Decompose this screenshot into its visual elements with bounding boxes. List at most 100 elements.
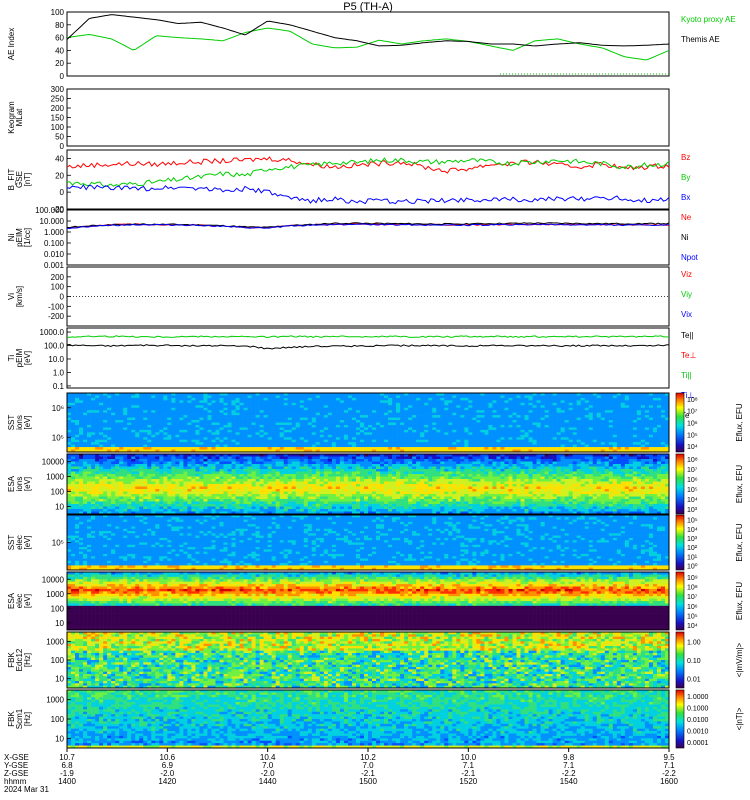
panel-7-colorbar-label: Eflux, EFU [735, 403, 744, 441]
panel-1-series-1 [66, 14, 670, 47]
panel-10: ESA elec [eV] 10 100 1000 10000 10⁴ 10⁵ 10⁶ 10⁷ 10⁸… [7, 571, 744, 631]
panel-11-colorbar [675, 631, 685, 689]
panel-7-colorbar-tick: 10⁴ [687, 444, 698, 451]
panel-7-colorbar-tick: 10⁶ [687, 421, 698, 428]
panel-12-colorbar-label: <|nT|> [735, 707, 744, 730]
panel-6-ylabel: [eV] [23, 351, 32, 365]
panel-9-colorbar-tick: 10⁰ [687, 562, 698, 570]
panel-7-ytick: 10⁵ [52, 433, 64, 442]
panel-6: Ti pEIM [eV] 0.1 1.0 10.0 100.0 1000.0 Te|| Te⊥ Ti… [7, 327, 696, 420]
footer-value: -2.2 [562, 769, 576, 778]
panel-8-colorbar-tick: 10⁷ [687, 467, 698, 474]
footer-value: -2.1 [461, 769, 475, 778]
panel-4-legend-1: Ni [681, 233, 689, 242]
footer-value: 7.1 [563, 761, 575, 770]
panel-1-legend-1: Themis AE [681, 35, 720, 44]
panel-1-ylabel: AE Index [7, 28, 16, 60]
panel-12-colorbar-tick: 0.0001 [687, 740, 709, 747]
footer-ephemeris: X-GSE 10.7 10.6 10.4 10.2 10.0 9.8 9.5 Y-GSE 6.8 6… [4, 748, 678, 794]
panel-6-legend-4: Te [681, 411, 690, 420]
panel-8-colorbar [675, 453, 685, 515]
panel-3-ylabel: B_FIT [7, 168, 16, 190]
panel-10-colorbar-label: Eflux, EFU [735, 582, 744, 620]
panel-8-ytick: 10 [55, 503, 64, 512]
panel-9-colorbar [675, 514, 685, 571]
panel-3-legend-2: Bx [681, 193, 690, 202]
panel-4-ylabel: [1/cc] [23, 228, 32, 247]
panel-5-ytick: 200 [51, 273, 65, 282]
panel-8-ytick: 1000 [46, 473, 64, 482]
panel-10-colorbar-tick: 10⁵ [687, 614, 698, 621]
panel-8-colorbar-label: Eflux, EFU [735, 465, 744, 503]
panel-12-colorbar-tick: 0.0100 [687, 717, 709, 724]
panel-11: FBK Edc12 [Hz] 10 100 1000 0.01 0.10 1.00 <|mV/m|… [7, 631, 744, 689]
panel-10-ytick: 1000 [46, 590, 64, 599]
footer-value: 10.7 [59, 753, 75, 762]
panel-3-ytick: 20 [55, 171, 64, 180]
panel-4-ytick: 10.000 [40, 217, 65, 226]
panel-11-colorbar-tick: 0.01 [687, 677, 701, 684]
panel-4-ytick: 1.000 [44, 228, 65, 237]
panel-10-colorbar-tick: 10⁹ [687, 575, 698, 582]
panel-8-colorbar-tick: 10⁴ [687, 497, 698, 504]
panel-2-ytick: 300 [51, 85, 65, 94]
panel-10-ylabel: [eV] [23, 594, 32, 608]
panel-4: Ni pEIM [1/cc]0.0010.0100.1001.00010.00010… [7, 206, 699, 270]
panel-8-ytick: 10000 [42, 458, 65, 467]
footer-value: 1420 [158, 777, 176, 786]
panel-5-ytick: 100 [51, 283, 65, 292]
panel-6-ytick: 0.1 [53, 382, 65, 391]
panel-3-ylabel: GSE [15, 171, 24, 188]
panel-10-ytick: 10000 [42, 575, 65, 584]
footer-date: 2024 Mar 31 [4, 785, 49, 794]
panel-4-ytick: 100.000 [35, 206, 64, 215]
panel-8-ylabel: [eV] [23, 477, 32, 491]
panel-12-colorbar [675, 689, 685, 749]
footer-value: -2.1 [361, 769, 375, 778]
panel-12-ylabel: FBK [7, 711, 16, 727]
panel-8-colorbar-tick: 10⁸ [687, 457, 698, 464]
panel-1-ytick: 80 [55, 21, 64, 30]
panel-10-colorbar [675, 571, 685, 631]
panel-10-colorbar-tick: 10⁸ [687, 585, 698, 592]
panel-10-colorbar-tick: 10⁷ [687, 594, 698, 601]
panel-1-ytick: 100 [51, 8, 65, 17]
panel-8-colorbar-tick: 10³ [687, 507, 698, 514]
panel-6-legend-2: Ti|| [681, 371, 692, 380]
panel-9-ylabel: elec [15, 535, 24, 550]
panel-6-legend-0: Te|| [681, 331, 694, 340]
panel-11-ylabel: FBK [7, 652, 16, 668]
panel-3-ytick: 40 [55, 154, 64, 163]
footer-label: X-GSE [4, 753, 29, 762]
panel-3-series-0 [66, 156, 670, 174]
panel-6-legend-3: Ti⊥ [681, 391, 694, 400]
panel-2-ytick: 50 [55, 133, 64, 142]
panel-4-ylabel: pEIM [15, 228, 24, 247]
panel-2-ylabel: MLat [15, 108, 24, 127]
panel-3-series-2 [66, 184, 670, 205]
panel-3-legend-1: By [681, 173, 690, 182]
panel-5-legend-2: Vix [681, 310, 692, 319]
footer-value: 7.1 [463, 761, 475, 770]
footer-value: 1440 [259, 777, 277, 786]
footer-value: 10.2 [360, 753, 376, 762]
panel-12-colorbar-tick: 1.0000 [687, 694, 709, 701]
panel-7-ylabel: SST [7, 415, 16, 431]
panel-7-ylabel: ions [15, 415, 24, 430]
footer-value: 1400 [58, 777, 76, 786]
footer-value: 1520 [459, 777, 477, 786]
panel-7-colorbar-tick: 10⁵ [687, 432, 698, 439]
footer-value: 1540 [560, 777, 578, 786]
panel-12-ytick: 1000 [46, 696, 64, 705]
panel-11-colorbar-label: <|mV/m|> [735, 642, 744, 677]
panel-8-ylabel: ESA [7, 475, 16, 492]
panel-4-ytick: 0.001 [44, 261, 65, 270]
panel-11-colorbar-tick: 0.10 [687, 658, 701, 665]
footer-value: 9.5 [663, 753, 675, 762]
footer-label: Y-GSE [4, 761, 28, 770]
panel-10-colorbar-tick: 10⁴ [687, 623, 698, 630]
panel-9-colorbar-tick: 10² [687, 545, 698, 552]
panel-2-ytick: 200 [51, 104, 65, 113]
panel-9-colorbar-tick: 10⁵ [687, 518, 698, 525]
